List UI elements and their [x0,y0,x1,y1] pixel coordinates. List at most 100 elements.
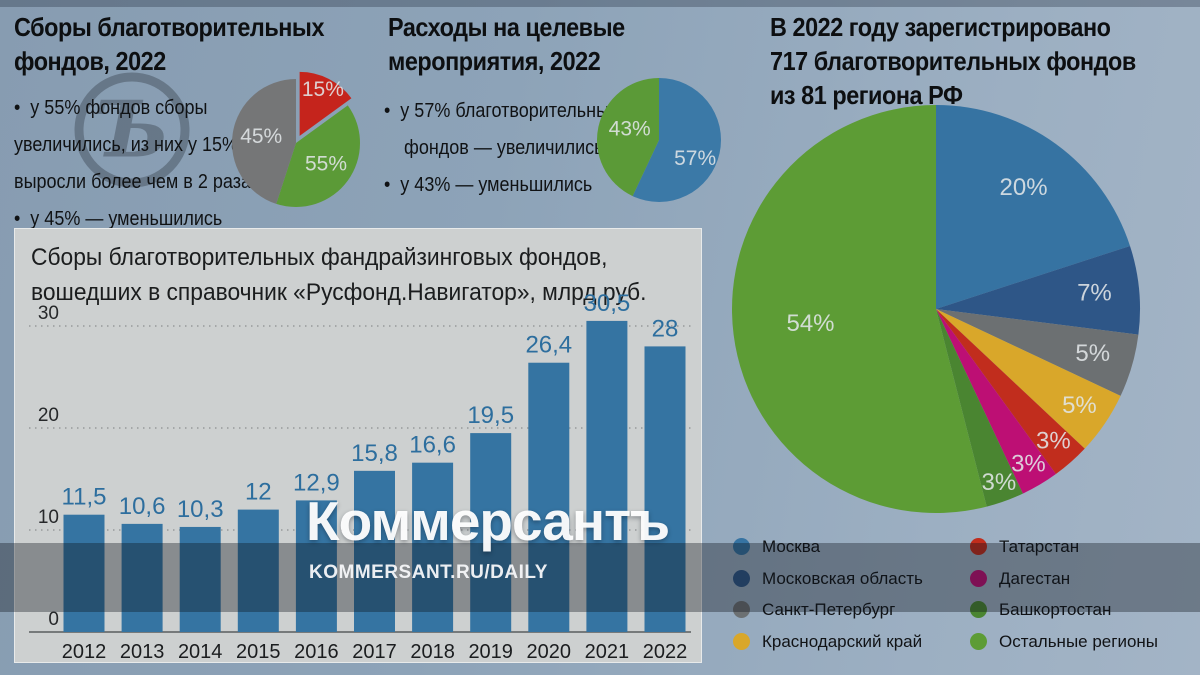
legend-label: Москва [762,537,821,556]
pie-slice [936,309,1056,494]
bar-value-label: 12 [245,479,272,506]
y-axis-tick-label: 0 [48,609,59,630]
y-axis-tick-label: 30 [38,303,59,324]
pie-slice [276,105,360,207]
bar [237,509,279,632]
y-axis-tick-label: 20 [38,405,59,426]
bar [412,462,454,632]
bar-value-label: 16,6 [409,432,456,459]
legend-color-dot [970,601,987,618]
pie-slice-label: 3% [1036,427,1071,454]
watermark-band [0,543,1200,612]
bar [644,346,686,632]
legend-label: Башкортостан [999,600,1112,619]
legend-color-dot [970,569,987,587]
bar [63,514,105,632]
pie-slice-label: 5% [1075,340,1110,367]
legend-item: Башкортостан [970,601,1200,618]
legend-label: Дагестан [999,568,1071,588]
pie-slice-label: 45% [240,125,282,148]
bar-value-label: 30,5 [584,290,631,317]
bar-value-label: 19,5 [467,402,514,429]
pie-slice-label: 55% [305,152,347,175]
pie-slice-label: 43% [609,117,651,140]
legend-color-dot [733,569,750,587]
legend-item: Санкт-Петербург [733,601,970,618]
pie-slice [936,309,1121,449]
pie-slice [936,309,1139,396]
bar-value-label: 10,6 [119,493,166,520]
collections-notes: • у 55% фондов сборы увеличились, из них… [14,97,261,230]
fundraising-panel-title: Сборы благотворительных фандрайзинговых … [31,244,647,306]
legend-color-dot [733,632,750,650]
legend-item: Московская область [733,568,970,588]
pie-slice [936,245,1140,335]
fundraising-bar-chart: 0 10 20 30 11,5 2012 10,6 2013 10,3 2014 12 2015 12,… [29,290,691,663]
x-axis-category-label: 2017 [352,641,397,663]
regions-pie-chart: 20%7%5%5%3%3%3%54% [732,105,1140,513]
legend-item: Краснодарский край [733,631,970,651]
regions-title: В 2022 году зарегистрировано 717 благотв… [770,12,1136,110]
pie-slice [632,78,721,202]
pie-slice-label: 3% [982,469,1017,496]
regions-legend: Москва Московская область Санкт-Петербург К… [733,538,1200,650]
bar-value-label: 11,5 [62,484,107,511]
y-axis-tick-label: 10 [38,507,59,528]
legend-label: Санкт-Петербург [762,600,896,619]
bar-value-label: 28 [652,315,679,342]
x-axis-category-label: 2020 [527,641,572,663]
bar [470,433,512,632]
legend-item: Татарстан [970,538,1200,555]
x-axis-category-label: 2015 [236,641,281,663]
expenses-notes: • у 57% благотворительных фондов — увели… [384,100,619,196]
bar [354,470,395,632]
x-axis-category-label: 2016 [294,641,339,663]
x-axis-category-label: 2012 [62,641,107,663]
pie-slice-label: 54% [786,310,834,337]
bar-value-label: 10,3 [177,496,224,523]
collections-title: Сборы благотворительных фондов, 2022 [14,12,325,76]
pie-slice-label: 7% [1077,279,1112,306]
pie-slice [936,309,1085,475]
pie-slice [732,105,987,513]
legend-color-dot [733,601,750,618]
bar [179,526,221,632]
kommersant-emblem-icon: Ъ [74,72,190,188]
legend-label: Остальные регионы [999,631,1159,651]
pie-slice [597,78,659,197]
pie-slice-label: 57% [674,147,716,170]
bar [295,500,337,632]
fundraising-panel: Сборы благотворительных фандрайзинговых … [14,228,702,663]
legend-item: Москва [733,538,970,555]
top-edge-strip [0,0,1200,7]
pie-slice-label: 15% [302,78,344,101]
kommersant-url-watermark: KOMMERSANT.RU/DAILY [309,562,548,583]
legend-color-dot [733,538,750,555]
bar [121,523,163,632]
legend-label: Татарстан [999,537,1080,556]
bar-value-label: 26,4 [525,332,572,359]
pie-slice [936,105,1131,309]
kommersant-logo-watermark: Коммерсантъ [306,490,670,552]
x-axis-category-label: 2018 [410,641,455,663]
bar [586,320,628,632]
x-axis-category-label: 2019 [468,641,513,663]
bar-value-label: 12,9 [293,469,340,496]
svg-text:Ъ: Ъ [95,85,170,176]
legend-item: Дагестан [970,568,1200,588]
pie-slice-label: 3% [1011,451,1046,478]
legend-label: Московская область [762,568,923,588]
pie-slice-label: 20% [1000,174,1048,201]
pie-slice [936,309,1023,507]
x-axis-category-label: 2022 [643,641,688,663]
pie-slice-label: 5% [1062,392,1097,419]
pie-slice [299,71,352,136]
expenses-title: Расходы на целевые мероприятия, 2022 [388,12,625,76]
legend-item: Остальные регионы [970,631,1200,651]
pie-slice [232,79,296,204]
expenses-pie-chart: 57% 43% [597,78,721,202]
legend-label: Краснодарский край [762,631,923,651]
x-axis-category-label: 2014 [178,641,223,663]
x-axis-category-label: 2021 [585,641,630,663]
